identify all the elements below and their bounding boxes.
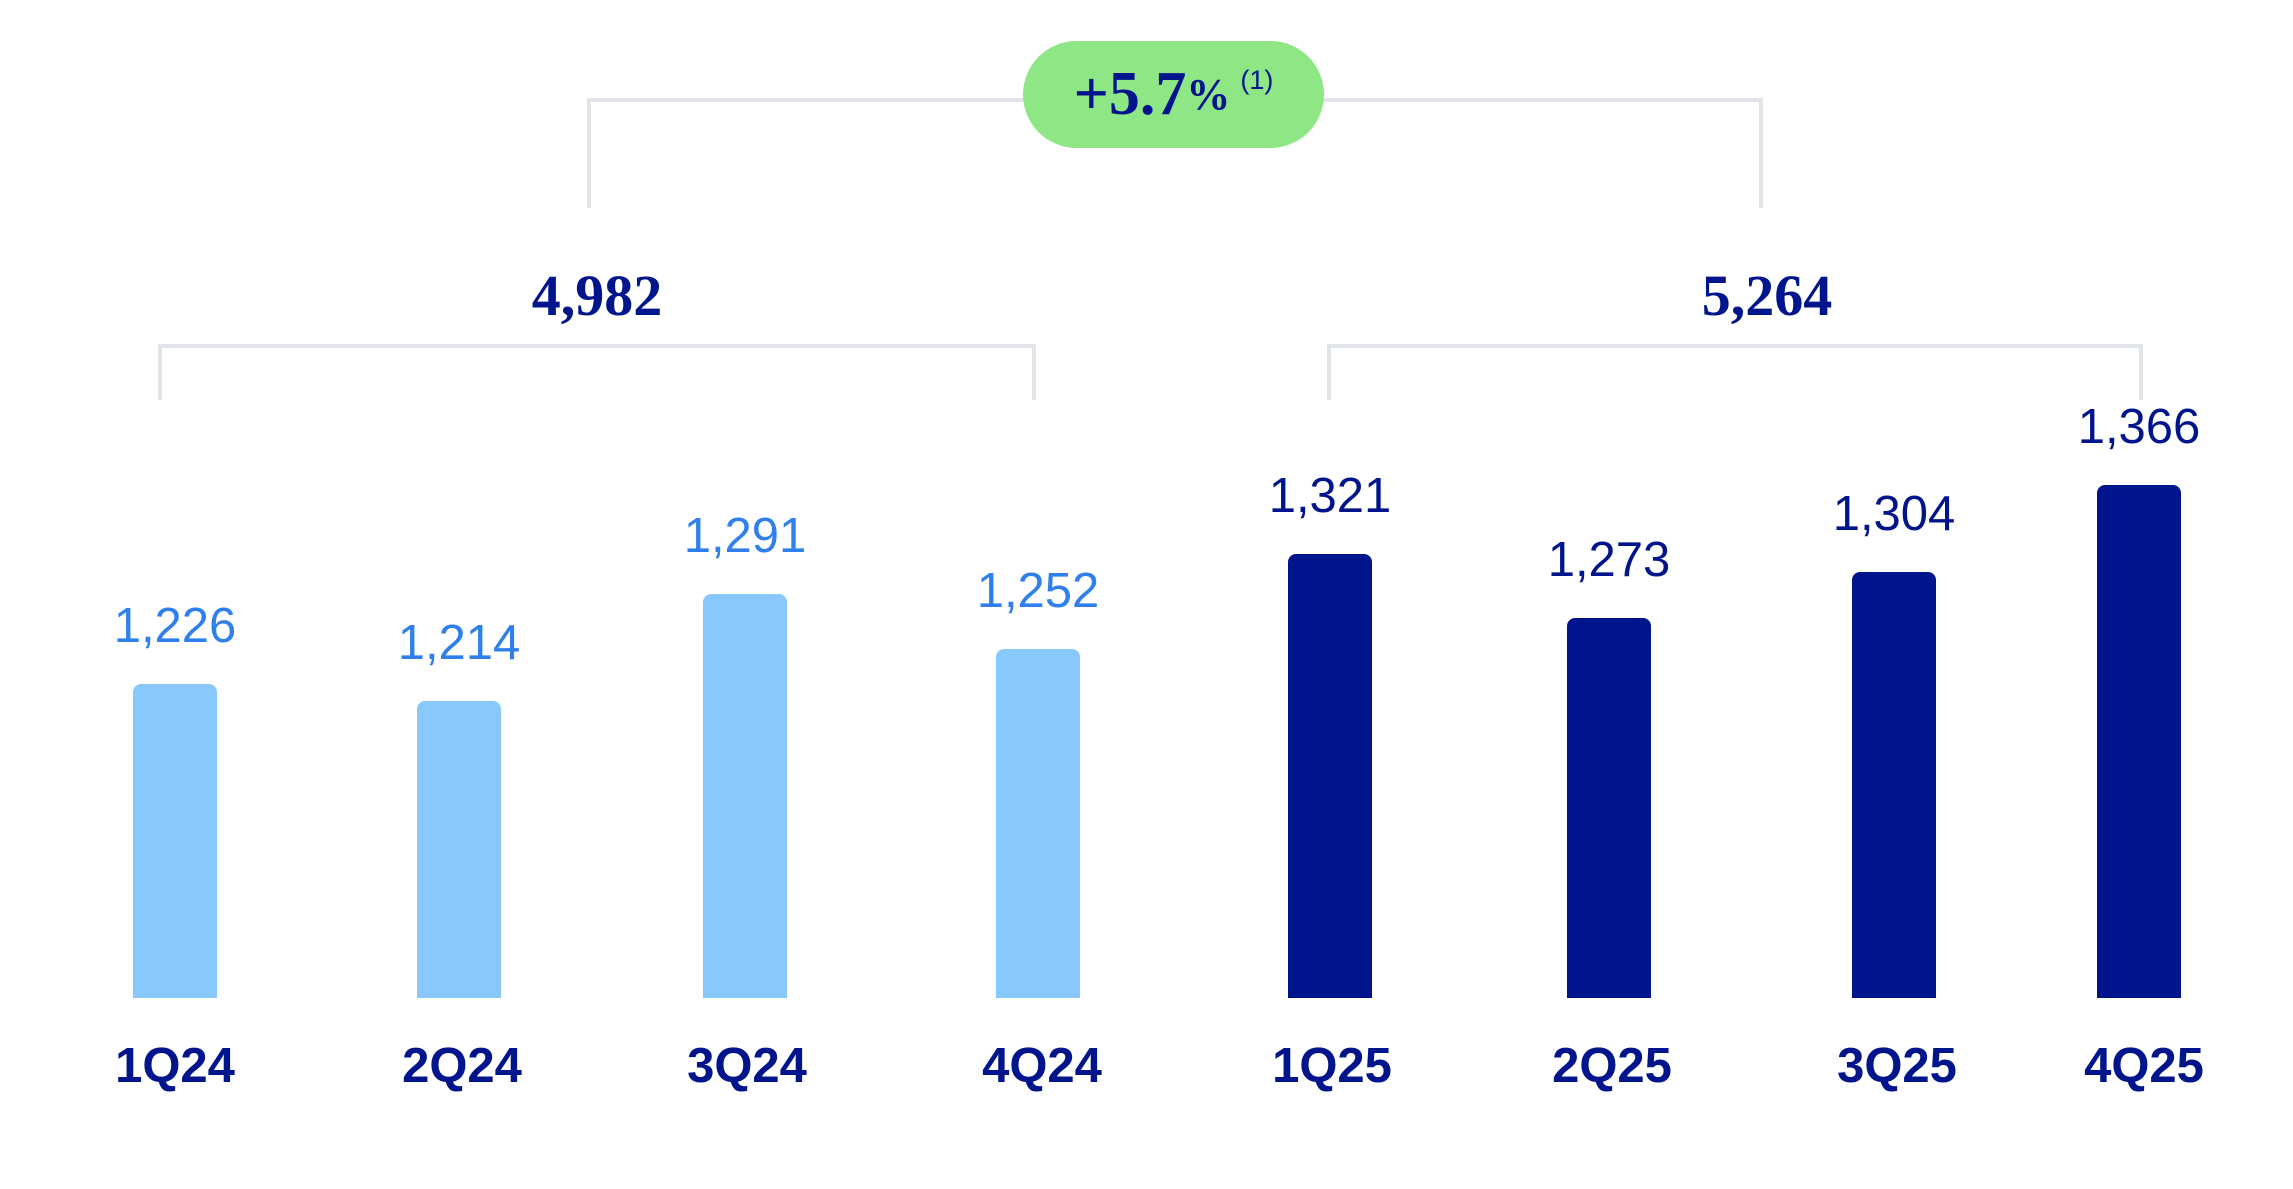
growth-badge: +5.7 % (1) — [1023, 41, 1324, 148]
bracket-2024-left-tick — [158, 344, 162, 400]
bracket-2025-top — [1327, 344, 2143, 348]
value-label-1q25: 1,321 — [1268, 469, 1392, 523]
growth-bracket-right-tick — [1759, 98, 1763, 208]
bar-4q24 — [996, 649, 1080, 998]
category-label-4q25: 4Q25 — [2084, 1039, 2204, 1093]
growth-bracket-left-tick — [587, 98, 591, 208]
bar-2q25 — [1567, 618, 1651, 998]
total-2025: 5,264 — [1701, 263, 1833, 328]
value-label-3q24: 1,291 — [683, 509, 807, 563]
category-label-2q25: 2Q25 — [1552, 1039, 1672, 1093]
value-label-2q24: 1,214 — [397, 616, 521, 670]
bar-1q25 — [1288, 554, 1372, 998]
bar-2q24 — [417, 701, 501, 998]
bracket-2025-left-tick — [1327, 344, 1331, 400]
category-label-3q24: 3Q24 — [687, 1039, 807, 1093]
value-label-3q25: 1,304 — [1832, 487, 1956, 541]
value-label-2q25: 1,273 — [1547, 533, 1671, 587]
growth-value: +5.7 — [1073, 60, 1187, 128]
value-label-4q25: 1,366 — [2077, 400, 2201, 454]
bracket-2024-top — [158, 344, 1036, 348]
value-label-1q24: 1,226 — [113, 599, 237, 653]
category-label-1q24: 1Q24 — [115, 1039, 235, 1093]
bracket-2025-right-tick — [2139, 344, 2143, 400]
bracket-2024-right-tick — [1032, 344, 1036, 400]
category-label-4q24: 4Q24 — [982, 1039, 1102, 1093]
bar-1q24 — [133, 684, 217, 998]
category-label-2q24: 2Q24 — [402, 1039, 522, 1093]
growth-percent-sign: % — [1186, 70, 1231, 119]
bar-4q25 — [2097, 485, 2181, 998]
value-label-4q24: 1,252 — [976, 564, 1100, 618]
category-label-1q25: 1Q25 — [1272, 1039, 1392, 1093]
bar-3q24 — [703, 594, 787, 998]
category-label-3q25: 3Q25 — [1837, 1039, 1957, 1093]
total-2024: 4,982 — [531, 263, 663, 328]
growth-footnote: (1) — [1240, 65, 1274, 95]
bar-3q25 — [1852, 572, 1936, 998]
